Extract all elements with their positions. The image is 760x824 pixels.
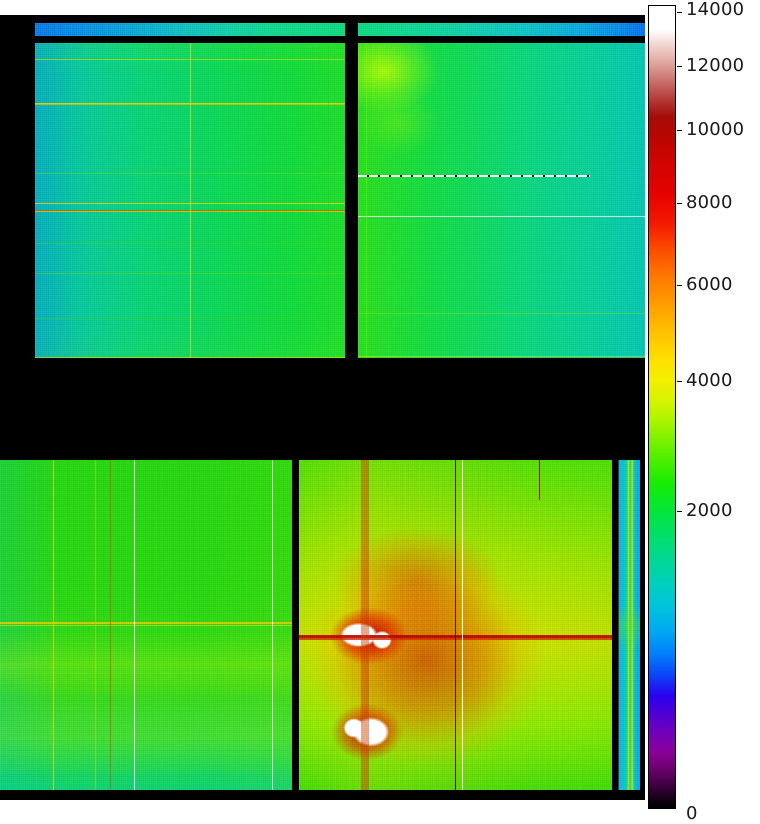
colorbar-tick-label: 6000	[686, 274, 733, 295]
colorbar-gradient[interactable]	[648, 5, 676, 809]
colorbar-tick-label: 8000	[686, 192, 733, 213]
colorbar-tick-label: 14000	[686, 0, 745, 20]
artifact-row	[35, 59, 345, 60]
artifact-bleed-row	[299, 635, 612, 638]
colorbar-tick	[677, 285, 682, 286]
artifact-column	[328, 43, 329, 358]
artifact-column	[539, 460, 540, 500]
panel-top-left-quadrant[interactable]	[35, 43, 345, 358]
panel-top-right-overscan-strip[interactable]	[358, 23, 645, 36]
artifact-row	[35, 203, 345, 204]
artifact-row	[0, 622, 292, 624]
artifact-column	[462, 460, 463, 790]
artifact-column	[134, 460, 135, 790]
artifact-bleed-row	[299, 638, 612, 640]
colorbar-tick	[677, 66, 682, 67]
artifact-column	[95, 460, 96, 790]
panel-bottom-left-quadrant[interactable]	[0, 460, 292, 790]
noise-overlay	[299, 460, 612, 790]
colorbar-tick	[677, 511, 682, 512]
artifact-row	[35, 173, 345, 174]
artifact-row	[35, 211, 345, 212]
detector-mosaic-canvas[interactable]	[0, 15, 645, 800]
colorbar-tick	[677, 12, 682, 13]
artifact-row	[358, 313, 645, 314]
artifact-row	[35, 318, 345, 319]
artifact-column	[53, 460, 54, 790]
top-gutter	[0, 0, 645, 15]
panel-top-left-overscan-strip[interactable]	[35, 23, 345, 36]
artifact-row	[35, 243, 345, 244]
colorbar-tick-label: 4000	[686, 370, 733, 391]
artifact-row	[358, 356, 645, 357]
artifact-column	[618, 460, 619, 790]
artifact-row	[0, 625, 292, 626]
artifact-column	[455, 460, 456, 790]
artifact-column	[110, 460, 111, 790]
artifact-row	[35, 210, 345, 211]
colorbar-tick-label: 12000	[686, 55, 745, 76]
artifact-dead-row	[358, 175, 590, 177]
artifact-row	[358, 216, 645, 217]
panel-bottom-right-quadrant[interactable]	[299, 460, 612, 790]
panel-top-right-quadrant[interactable]	[358, 43, 645, 358]
colorbar-tick-label: 10000	[686, 119, 745, 140]
noise-overlay	[35, 23, 345, 36]
bottom-gutter	[0, 800, 645, 817]
colorbar-tick-label: 2000	[686, 500, 733, 521]
noise-overlay	[0, 460, 292, 790]
colorbar-tick	[677, 130, 682, 131]
artifact-row	[35, 103, 345, 104]
artifact-column	[272, 460, 273, 790]
artifact-column	[361, 460, 369, 790]
artifact-column	[190, 43, 191, 358]
artifact-column	[366, 43, 367, 358]
colorbar-tick	[677, 381, 682, 382]
artifact-row	[35, 357, 345, 358]
noise-overlay	[618, 460, 640, 790]
artifact-row	[35, 104, 345, 105]
noise-overlay	[358, 43, 645, 358]
colorbar-tick	[677, 203, 682, 204]
panel-bottom-right-overscan-column[interactable]	[618, 460, 640, 790]
artifact-row	[35, 273, 345, 274]
noise-overlay	[358, 23, 645, 36]
colorbar[interactable]: 14000 12000 10000 8000 6000 4000 2000 0	[648, 1, 744, 823]
noise-overlay	[35, 43, 345, 358]
colorbar-tick-label: 0	[686, 803, 698, 824]
